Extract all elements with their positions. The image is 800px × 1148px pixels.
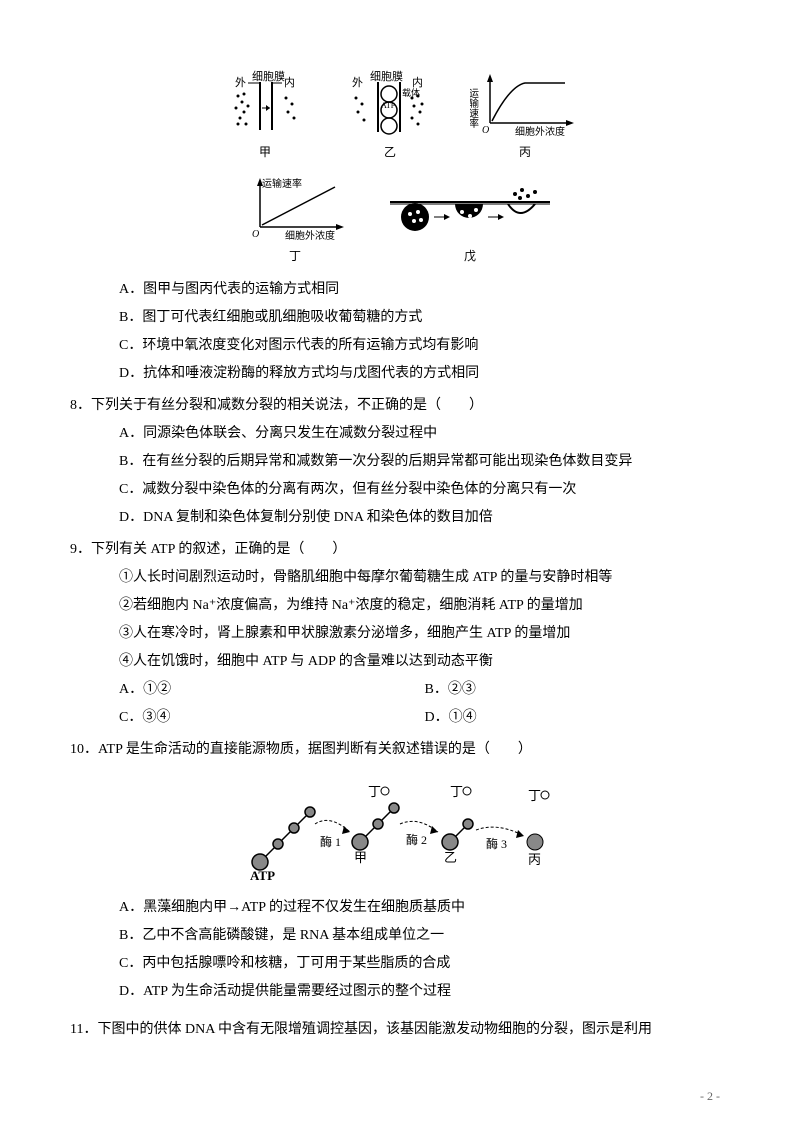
- svg-text:酶 3: 酶 3: [486, 836, 507, 851]
- q9-stem: 9．下列有关 ATP 的叙述，正确的是（ ）: [70, 536, 730, 564]
- label-membrane: 细胞膜: [252, 70, 285, 83]
- q7-optA: A．图甲与图丙代表的运输方式相同: [70, 276, 730, 304]
- svg-text:乙: 乙: [444, 850, 457, 865]
- q9-optD: D．①④: [425, 704, 731, 732]
- question-11: 11．下图中的供体 DNA 中含有无限增殖调控基因，该基因能激发动物细胞的分裂，…: [70, 1016, 730, 1044]
- figure-bing-label: 丙: [519, 140, 531, 164]
- q9-optA: A．①②: [119, 676, 425, 704]
- q10-optC: C．丙中包括腺嘌呤和核糖，丁可用于某些脂质的合成: [70, 950, 730, 978]
- figure-top-row-2: 运输速率 细胞外浓度 O 丁: [70, 172, 730, 268]
- figure-yi: 外 细胞膜 内 载体 ATP 乙: [340, 68, 440, 164]
- svg-text:内: 内: [412, 75, 423, 89]
- q8-optD: D．DNA 复制和染色体复制分别使 DNA 和染色体的数目加倍: [70, 504, 730, 532]
- q8-optC: C．减数分裂中染色体的分离有两次，但有丝分裂中染色体的分离只有一次: [70, 476, 730, 504]
- label-atp: ATP: [381, 101, 396, 110]
- figure-yi-label: 乙: [384, 140, 396, 164]
- label-wai: 外: [235, 76, 246, 89]
- svg-text:丁: 丁: [528, 788, 541, 803]
- svg-text:酶 2: 酶 2: [406, 832, 427, 847]
- svg-text:O: O: [252, 229, 259, 240]
- question-8: 8．下列关于有丝分裂和减数分裂的相关说法，不正确的是（ ） A．同源染色体联会、…: [70, 392, 730, 532]
- question-9: 9．下列有关 ATP 的叙述，正确的是（ ） ①人长时间剧烈运动时，骨骼肌细胞中…: [70, 536, 730, 732]
- q8-stem: 8．下列关于有丝分裂和减数分裂的相关说法，不正确的是（ ）: [70, 392, 730, 420]
- svg-text:细胞外浓度: 细胞外浓度: [515, 125, 565, 138]
- q9-optC: C．③④: [119, 704, 425, 732]
- svg-text:细胞外浓度: 细胞外浓度: [285, 229, 335, 242]
- q10-optB: B．乙中不含高能磷酸键，是 RNA 基本组成单位之一: [70, 922, 730, 950]
- svg-text:丙: 丙: [528, 852, 541, 867]
- q7-optB: B．图丁可代表红细胞或肌细胞吸收葡萄糖的方式: [70, 304, 730, 332]
- q9-s4: ④人在饥饿时，细胞中 ATP 与 ADP 的含量难以达到动态平衡: [70, 648, 730, 676]
- svg-text:ATP: ATP: [250, 868, 275, 883]
- svg-text:外: 外: [352, 76, 363, 89]
- svg-text:O: O: [482, 125, 489, 136]
- q11-stem: 11．下图中的供体 DNA 中含有无限增殖调控基因，该基因能激发动物细胞的分裂，…: [70, 1016, 730, 1044]
- figure-jia: 外 细胞膜 内 甲: [220, 68, 310, 164]
- svg-text:酶 1: 酶 1: [320, 834, 341, 849]
- figure-atp: ATP 丁 甲 酶 1 丁: [70, 774, 730, 884]
- q10-optA: A．黑藻细胞内甲→ATP 的过程不仅发生在细胞质基质中: [70, 894, 730, 922]
- figure-bing: 运输速率 细胞外浓度 O 丙: [470, 68, 580, 164]
- page-number: - 2 -: [70, 1084, 730, 1108]
- figure-top-row-1: 外 细胞膜 内 甲 外 细胞膜 内: [70, 68, 730, 164]
- q7-optC: C．环境中氧浓度变化对图示代表的所有运输方式均有影响: [70, 332, 730, 360]
- svg-text:丁: 丁: [450, 784, 463, 799]
- figure-wu-label: 戊: [464, 244, 476, 268]
- q10-optD: D．ATP 为生命活动提供能量需要经过图示的整个过程: [70, 978, 730, 1006]
- label-nei: 内: [284, 75, 295, 89]
- question-10: 10．ATP 是生命活动的直接能源物质，据图判断有关叙述错误的是（ ） ATP …: [70, 736, 730, 1006]
- figure-wu: 戊: [380, 182, 560, 268]
- q7-optD: D．抗体和唾液淀粉酶的释放方式均与戊图代表的方式相同: [70, 360, 730, 388]
- q8-optA: A．同源染色体联会、分离只发生在减数分裂过程中: [70, 420, 730, 448]
- q9-s2: ②若细胞内 Na⁺浓度偏高，为维持 Na⁺浓度的稳定，细胞消耗 ATP 的量增加: [70, 592, 730, 620]
- svg-text:运输速率: 运输速率: [262, 177, 302, 190]
- figure-ding: 运输速率 细胞外浓度 O 丁: [240, 172, 350, 268]
- svg-text:运输速率: 运输速率: [470, 88, 479, 129]
- svg-text:细胞膜: 细胞膜: [370, 70, 403, 83]
- q9-s3: ③人在寒冷时，肾上腺素和甲状腺激素分泌增多，细胞产生 ATP 的量增加: [70, 620, 730, 648]
- q8-optB: B．在有丝分裂的后期异常和减数第一次分裂的后期异常都可能出现染色体数目变异: [70, 448, 730, 476]
- figure-ding-label: 丁: [289, 244, 301, 268]
- svg-text:丁: 丁: [368, 784, 381, 799]
- q9-row-ab: A．①② B．②③: [70, 676, 730, 704]
- q9-s1: ①人长时间剧烈运动时，骨骼肌细胞中每摩尔葡萄糖生成 ATP 的量与安静时相等: [70, 564, 730, 592]
- figure-jia-label: 甲: [259, 140, 271, 164]
- q9-optB: B．②③: [425, 676, 731, 704]
- question-7-options: A．图甲与图丙代表的运输方式相同 B．图丁可代表红细胞或肌细胞吸收葡萄糖的方式 …: [70, 276, 730, 388]
- q10-stem: 10．ATP 是生命活动的直接能源物质，据图判断有关叙述错误的是（ ）: [70, 736, 730, 764]
- q9-row-cd: C．③④ D．①④: [70, 704, 730, 732]
- svg-text:甲: 甲: [354, 850, 367, 865]
